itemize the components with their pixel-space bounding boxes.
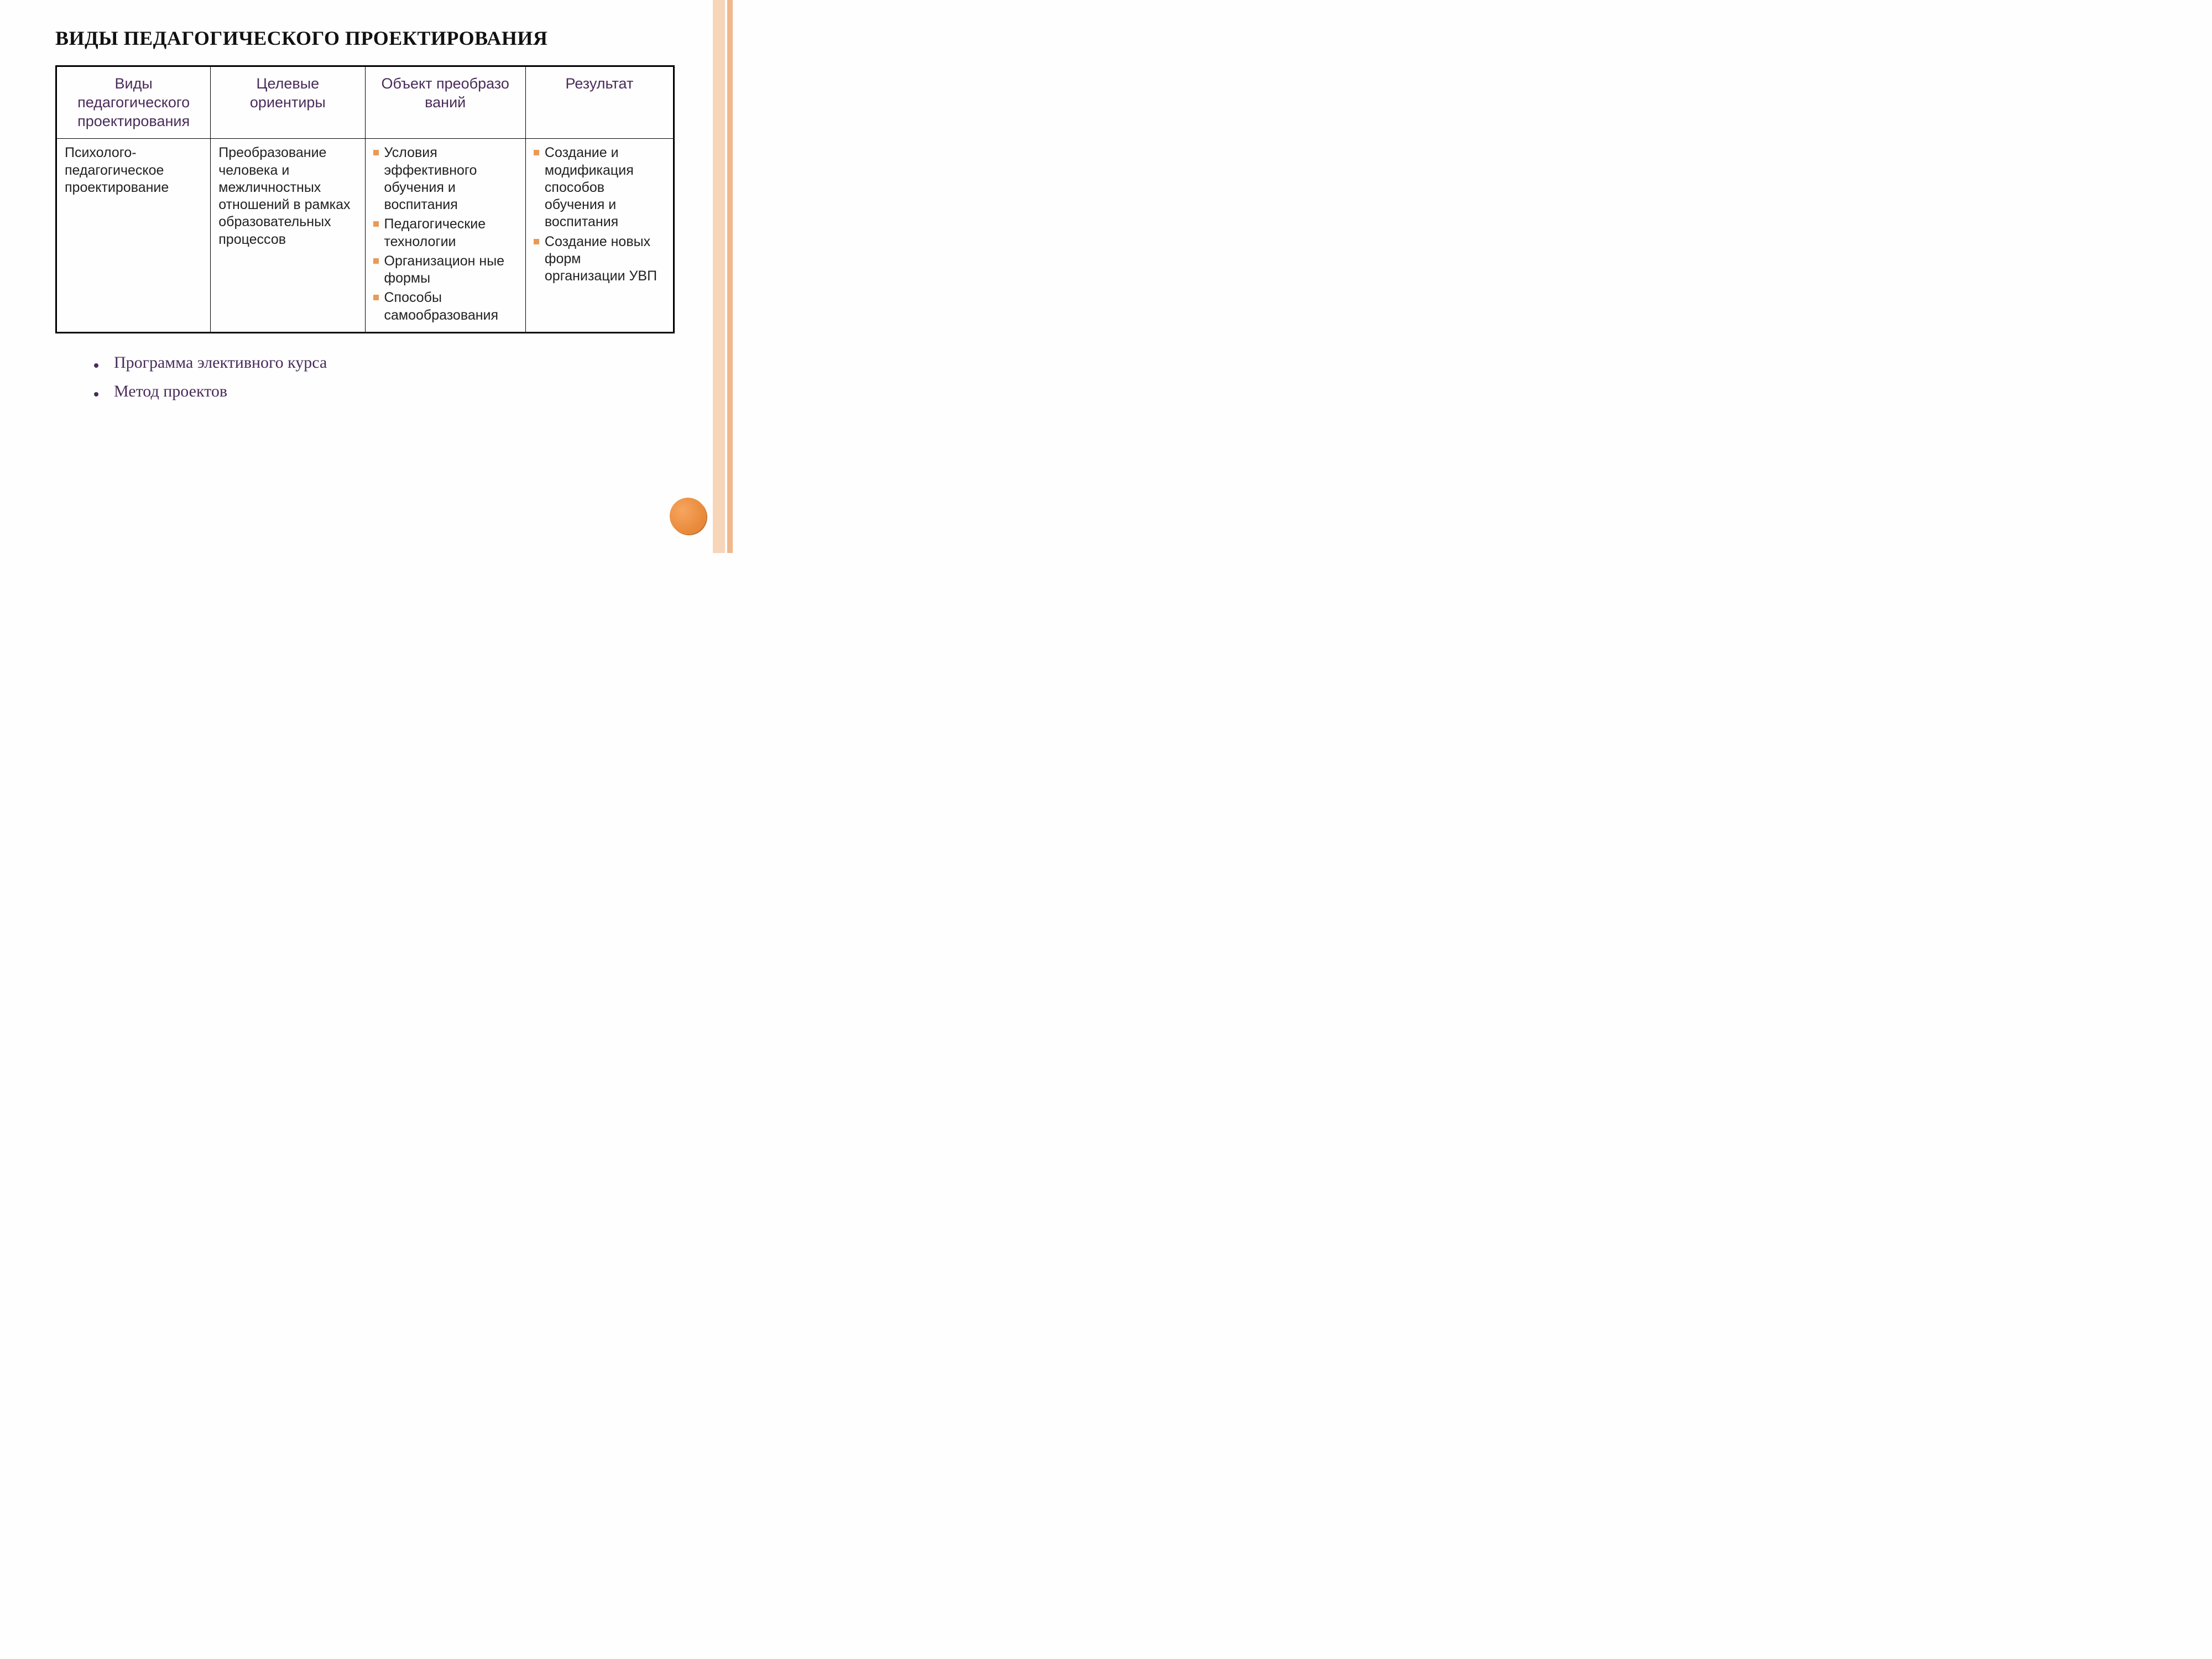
col-header-targets: Целевые ориентиры	[211, 66, 365, 139]
cell-targets: Преобразование человека и межличностных …	[211, 139, 365, 333]
list-item: Способы самообразования	[373, 289, 518, 324]
list-item: Педагогические технологии	[373, 216, 518, 251]
list-item: Организацион ные формы	[373, 253, 518, 288]
list-item: Создание новых форм организации УВП	[534, 233, 665, 285]
decor-sphere-icon	[670, 498, 706, 534]
object-list: Условия эффективного обучения и воспитан…	[373, 144, 518, 324]
types-table: Виды педагогического проектирования Целе…	[55, 65, 675, 333]
table-header-row: Виды педагогического проектирования Целе…	[56, 66, 674, 139]
bullet-text: Программа элективного курса	[114, 353, 327, 372]
result-list: Создание и модификация способов обучения…	[534, 144, 665, 285]
cell-object: Условия эффективного обучения и воспитан…	[365, 139, 525, 333]
list-item: Условия эффективного обучения и воспитан…	[373, 144, 518, 213]
bullet-dot-icon	[94, 363, 98, 368]
cell-types: Психолого-педагогическое проектирование	[56, 139, 211, 333]
bullet-dot-icon	[94, 392, 98, 397]
col-header-types: Виды педагогического проектирования	[56, 66, 211, 139]
slide-content: ВИДЫ ПЕДАГОГИЧЕСКОГО ПРОЕКТИРОВАНИЯ Виды…	[0, 0, 737, 553]
bullet-row: Программа элективного курса	[94, 353, 693, 372]
below-bullets: Программа элективного курса Метод проект…	[94, 353, 693, 401]
cell-result: Создание и модификация способов обучения…	[525, 139, 674, 333]
col-header-object: Объект преобразо ваний	[365, 66, 525, 139]
page-title: ВИДЫ ПЕДАГОГИЧЕСКОГО ПРОЕКТИРОВАНИЯ	[55, 27, 693, 50]
col-header-result: Результат	[525, 66, 674, 139]
table-row: Психолого-педагогическое проектирование …	[56, 139, 674, 333]
bullet-row: Метод проектов	[94, 382, 693, 401]
list-item: Создание и модификация способов обучения…	[534, 144, 665, 231]
bullet-text: Метод проектов	[114, 382, 227, 401]
